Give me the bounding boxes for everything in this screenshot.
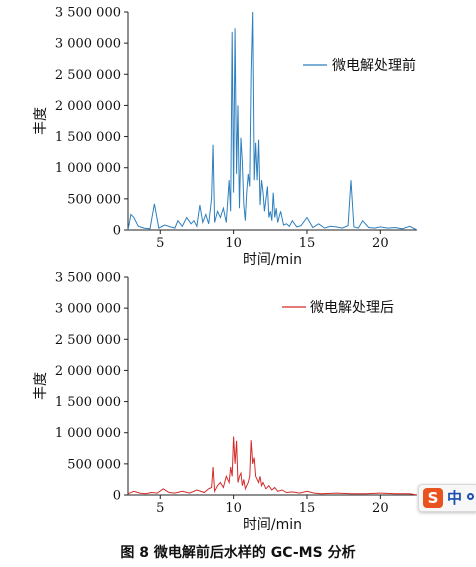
sogou-ime-icon[interactable]: S xyxy=(423,488,443,508)
legend-label: 微电解处理后 xyxy=(310,300,394,316)
y-tick-label: 2 000 000 xyxy=(55,364,121,379)
x-tick-label: 10 xyxy=(225,236,242,251)
ime-language-label[interactable]: 中 xyxy=(447,489,463,507)
y-tick-label: 2 500 000 xyxy=(55,68,121,83)
series-line-1 xyxy=(127,436,418,496)
y-tick-label: 1 500 000 xyxy=(55,395,121,410)
x-tick-label: 5 xyxy=(156,236,164,251)
x-tick-label: 20 xyxy=(372,236,389,251)
x-tick-label: 15 xyxy=(299,236,316,251)
y-tick-label: 500 000 xyxy=(67,192,121,207)
x-tick-label: 20 xyxy=(372,501,389,516)
series-line-1 xyxy=(127,11,418,231)
y-tick-label: 500 000 xyxy=(67,457,121,472)
legend-label: 微电解处理前 xyxy=(332,57,416,74)
figure-caption: 图 8 微电解前后水样的 GC-MS 分析 xyxy=(120,545,356,561)
x-axis-label: 时间/min xyxy=(243,517,302,533)
x-tick-label: 15 xyxy=(299,501,316,516)
chart-panel-1: 0 500 000 1 000 000 1 500 000 2 000 000 2 500… xyxy=(33,6,418,268)
y-tick-label: 0 xyxy=(113,224,121,239)
x-tick-label: 10 xyxy=(225,501,242,516)
y-tick-label: 1 000 000 xyxy=(55,426,121,441)
y-axis-label: 丰度 xyxy=(33,107,49,135)
y-axis-label: 丰度 xyxy=(33,372,49,400)
y-tick-label: 2 500 000 xyxy=(55,333,121,348)
ime-toolbar[interactable]: S 中 xyxy=(418,484,476,512)
y-tick-label: 2 000 000 xyxy=(55,99,121,114)
y-tick-label: 0 xyxy=(113,489,121,504)
y-tick-label: 1 500 000 xyxy=(55,130,121,145)
y-tick-label: 3 000 000 xyxy=(55,37,121,52)
y-tick-label: 1 000 000 xyxy=(55,161,121,176)
y-tick-label: 3 500 000 xyxy=(55,271,121,286)
x-axis-label: 时间/min xyxy=(243,252,302,268)
y-tick-label: 3 500 000 xyxy=(55,6,121,21)
y-tick-label: 3 000 000 xyxy=(55,302,121,317)
x-tick-label: 5 xyxy=(156,501,164,516)
chart-panel-2: 0 500 000 1 000 000 1 500 000 2 000 000 2 500… xyxy=(33,271,418,533)
ime-punctuation-icon[interactable] xyxy=(467,493,474,500)
